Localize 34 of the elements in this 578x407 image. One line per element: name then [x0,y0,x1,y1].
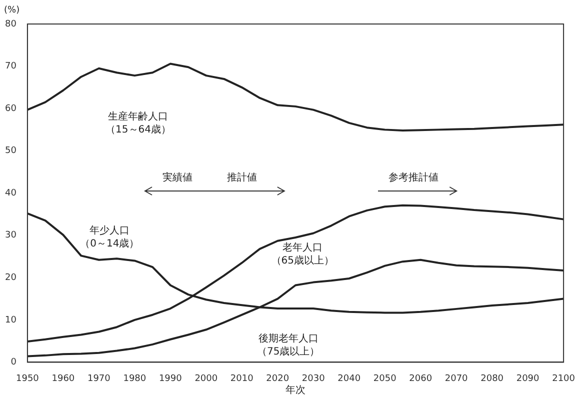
y-tick-label: 70 [5,62,17,72]
x-tick-label: 2060 [409,374,432,384]
x-tick-label: 1970 [87,374,111,384]
x-tick-label: 2080 [480,374,504,384]
y-tick-label: 60 [5,104,17,114]
annotation: 生産年齢人口（15～64歳） [106,110,171,136]
x-tick-label: 1990 [158,374,182,384]
annotation: 後期老年人口（75歳以上） [256,332,320,358]
x-tick-label: 1950 [16,374,40,384]
x-axis-title: 年次 [286,384,306,396]
y-axis-title: (%) [4,5,20,16]
annotation: 推計値 [226,171,257,184]
x-tick-label: 2020 [266,374,290,384]
x-tick-label: 1960 [52,374,75,384]
annotation: 老年人口（65歳以上） [271,242,334,267]
x-tick-label: 2070 [444,374,468,384]
x-tick-label: 2010 [230,374,254,384]
x-tick-label: 2040 [338,374,361,384]
y-tick-label: 80 [5,19,17,30]
y-tick-label: 50 [5,146,17,156]
annotation: 参考推計値 [388,171,438,184]
x-tick-label: 2000 [194,374,218,384]
y-tick-label: 10 [5,315,17,326]
annotation: 実績値 [162,171,193,184]
x-tick-label: 2100 [552,374,576,384]
annotation: 年少人口（0～14歳） [80,224,140,250]
y-tick-label: 30 [5,230,17,241]
x-tick-label: 2030 [302,374,326,384]
y-tick-label: 20 [5,272,17,283]
x-tick-label: 1980 [123,374,146,384]
y-tick-label: 40 [5,188,17,198]
x-tick-label: 2090 [516,374,540,384]
x-tick-label: 2050 [373,374,397,384]
y-tick-label: 0 [10,358,17,368]
